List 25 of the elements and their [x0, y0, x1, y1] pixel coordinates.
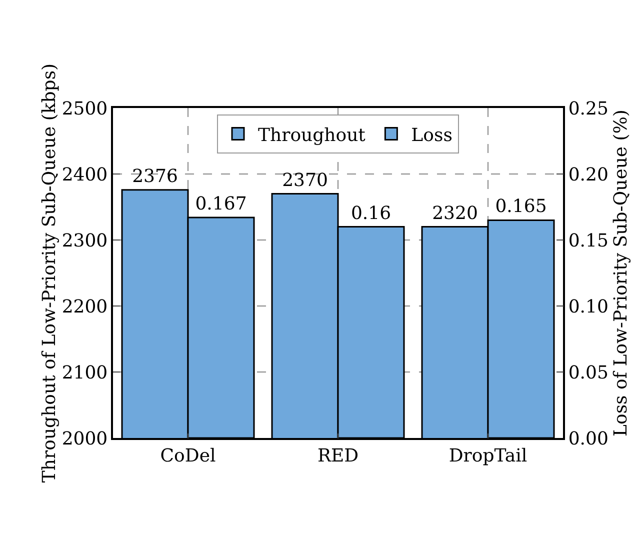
y-tick-label: 2200 — [62, 296, 108, 318]
data-label: 2320 — [432, 202, 478, 224]
y-tick-label: 2000 — [62, 428, 108, 450]
legend-label: Throughout — [258, 124, 366, 146]
y2-tick-label: 0.25 — [568, 98, 608, 120]
y-tick-label: 2400 — [62, 164, 108, 186]
data-label: 0.16 — [350, 202, 392, 224]
y2-tick-label: 0.15 — [568, 230, 608, 252]
y2-tick-label: 0.05 — [568, 362, 608, 384]
y2-tick-label: 0.20 — [568, 164, 608, 186]
y-axis-title: Throughout of Low-Priority Sub-Queue (kbps) — [38, 63, 60, 483]
data-label: 0.165 — [495, 196, 547, 218]
y2-tick-label: 0.00 — [568, 428, 608, 450]
x-tick-label: DropTail — [448, 445, 528, 466]
y-tick-label: 2100 — [62, 362, 108, 384]
legend-label: Loss — [411, 124, 452, 146]
data-label: 2376 — [132, 166, 178, 187]
y2-tick-label: 0.10 — [568, 296, 608, 318]
data-label: 0.167 — [195, 194, 247, 215]
x-tick-label: CoDel — [160, 445, 216, 466]
data-label: 2370 — [282, 170, 328, 191]
y-tick-label: 2500 — [62, 98, 108, 120]
x-tick-label: RED — [317, 445, 359, 466]
y2-axis-title: Loss of Low-Priority Sub-Queue (%) — [610, 110, 632, 436]
y-tick-label: 2300 — [62, 230, 108, 252]
